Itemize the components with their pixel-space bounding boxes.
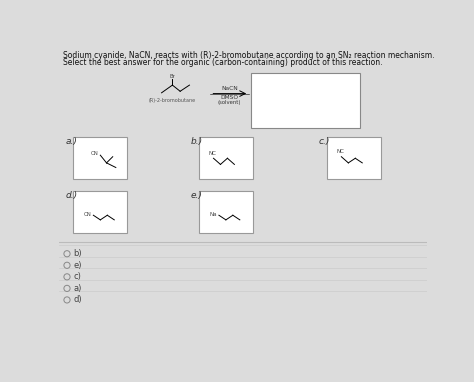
Text: a.): a.) xyxy=(65,137,77,146)
Text: e): e) xyxy=(73,261,82,270)
Bar xyxy=(327,137,381,179)
Text: Br: Br xyxy=(170,74,175,79)
Text: NC: NC xyxy=(337,149,345,154)
Text: b.): b.) xyxy=(191,137,203,146)
Text: (R)-2-bromobutane: (R)-2-bromobutane xyxy=(149,98,196,103)
Text: CN: CN xyxy=(91,151,99,156)
Bar xyxy=(73,191,128,233)
Text: CN: CN xyxy=(84,212,92,217)
Bar xyxy=(73,137,128,179)
Bar xyxy=(199,191,253,233)
Bar xyxy=(251,73,360,128)
Text: d.): d.) xyxy=(65,191,78,200)
Text: e.): e.) xyxy=(191,191,203,200)
Bar xyxy=(199,137,253,179)
Text: c.): c.) xyxy=(319,137,330,146)
Text: Na: Na xyxy=(210,212,218,217)
Text: c): c) xyxy=(73,272,81,281)
Text: Sodium cyanide, NaCN, reacts with (R)-2-bromobutane according to an SN₂ reaction: Sodium cyanide, NaCN, reacts with (R)-2-… xyxy=(63,51,435,60)
Text: d): d) xyxy=(73,295,82,304)
Text: b): b) xyxy=(73,249,82,258)
Text: a): a) xyxy=(73,284,82,293)
Text: NC: NC xyxy=(209,151,217,156)
Text: DMSO: DMSO xyxy=(221,95,239,100)
Text: (solvent): (solvent) xyxy=(218,100,241,105)
Text: NaCN: NaCN xyxy=(221,86,238,91)
Text: Select the best answer for the organic (carbon-containing) product of this react: Select the best answer for the organic (… xyxy=(63,58,383,67)
